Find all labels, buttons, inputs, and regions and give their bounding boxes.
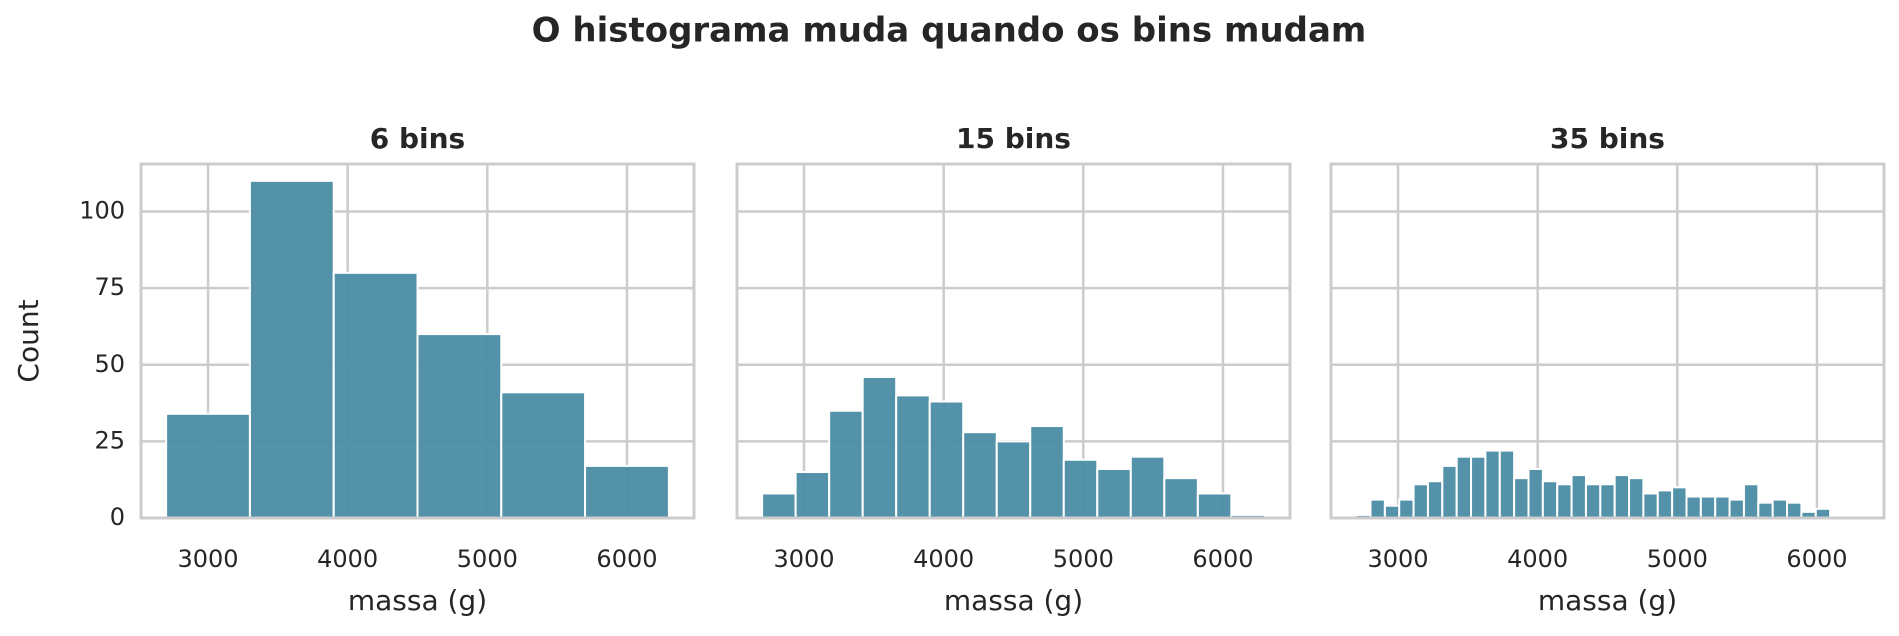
bar [1163,477,1199,520]
bar [1556,483,1573,519]
bar [1470,455,1487,519]
subplot-title: 6 bins [370,122,465,155]
axes-frame [139,162,696,520]
bar [1642,492,1659,520]
bar [1527,467,1544,519]
bar [1398,498,1415,519]
bar [165,412,251,519]
bar [1628,477,1645,520]
bar [1455,455,1473,519]
bar [1584,483,1602,519]
bar [1369,498,1386,519]
y-tick-label: 25 [94,426,125,454]
bar [1498,449,1516,520]
bar [1383,504,1401,520]
x-tick-label: 3000 [177,545,238,573]
figure-title: O histograma muda quando os bins mudam [532,11,1367,51]
bar [1671,486,1688,519]
y-tick-label: 75 [94,273,125,301]
bar [332,271,419,520]
bar [248,179,335,519]
y-axis-label: Count [12,299,45,382]
bar [1412,483,1429,519]
bar [895,394,931,519]
bar [1484,449,1501,520]
bar [1541,480,1559,519]
bar [828,409,864,519]
bar [1786,501,1803,519]
subplot-title: 15 bins [956,122,1071,155]
subplot-title: 35 bins [1550,122,1665,155]
x-tick-label: 5000 [457,545,518,573]
x-tick-label: 6000 [596,545,657,573]
bar [1757,501,1774,519]
x-axis-label: massa (g) [348,584,487,617]
x-tick-label: 5000 [1053,545,1114,573]
y-tick-label: 0 [110,503,125,531]
bar [1656,489,1674,520]
x-tick-label: 3000 [1367,545,1428,573]
bar [1426,480,1444,519]
bar [1685,495,1702,519]
bar [1441,464,1458,520]
bar [1742,483,1760,519]
axes-frame [735,162,1292,520]
x-tick-label: 4000 [1507,545,1568,573]
bar [794,471,831,519]
x-tick-label: 5000 [1647,545,1708,573]
x-axis-label: massa (g) [944,584,1083,617]
x-axis-label: massa (g) [1538,584,1677,617]
bar [928,400,965,519]
axes-frame [1329,162,1886,520]
x-tick-label: 4000 [913,545,974,573]
x-tick-label: 4000 [317,545,378,573]
bar [1771,498,1789,519]
y-tick-label: 50 [94,350,125,378]
x-tick-label: 6000 [1192,545,1253,573]
bar [861,376,898,520]
bar [995,440,1032,519]
bar [1096,467,1132,519]
bar [416,333,503,519]
bar [1129,455,1166,519]
bar [1699,495,1717,519]
y-tick-label: 100 [79,197,125,225]
x-tick-label: 3000 [773,545,834,573]
x-tick-label: 6000 [1786,545,1847,573]
bar [1196,492,1233,520]
bar [1728,498,1745,519]
bar [500,391,587,520]
bar [1062,458,1099,519]
bar [1029,425,1065,519]
bar [761,492,797,520]
bar [1613,474,1631,520]
bar [1599,483,1616,519]
bar [1570,474,1587,520]
bar [584,464,670,520]
bar [1714,495,1731,519]
bar [1513,477,1530,520]
bar [962,431,998,520]
